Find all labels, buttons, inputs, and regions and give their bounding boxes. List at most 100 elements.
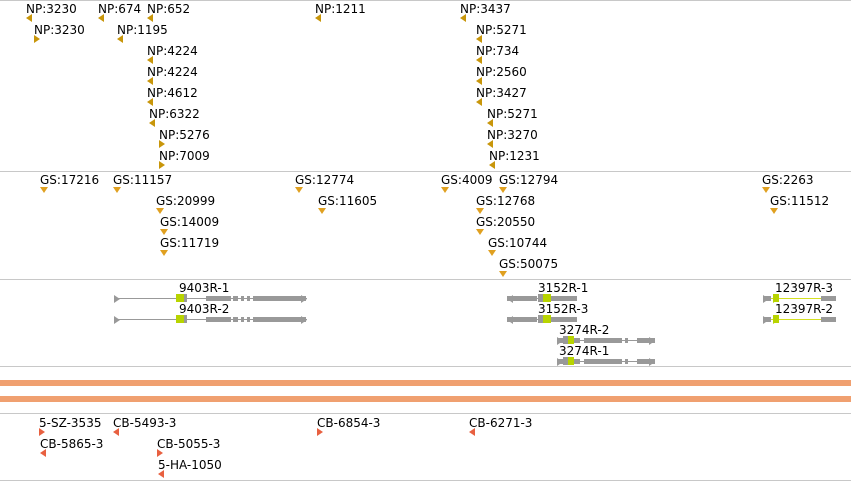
np-label: NP:1231 <box>489 149 540 163</box>
gs-label: GS:4009 <box>441 173 493 187</box>
strand-arrow-icon <box>557 358 563 366</box>
np-marker-icon[interactable] <box>147 14 153 22</box>
np-marker-icon[interactable] <box>147 56 153 64</box>
np-label: NP:5271 <box>476 23 527 37</box>
gene-exon <box>563 336 568 344</box>
np-marker-icon[interactable] <box>147 98 153 106</box>
track-separator <box>0 366 851 367</box>
strand-arrow-icon <box>114 316 120 324</box>
np-marker-icon[interactable] <box>98 14 104 22</box>
np-label: NP:7009 <box>159 149 210 163</box>
cb-marker-icon[interactable] <box>469 428 475 436</box>
np-marker-icon[interactable] <box>315 14 321 22</box>
gs-label: GS:12774 <box>295 173 355 187</box>
gene-exon <box>247 317 250 322</box>
np-marker-icon[interactable] <box>476 56 482 64</box>
gene-exon <box>233 296 238 301</box>
cb-marker-icon[interactable] <box>40 449 46 457</box>
np-marker-icon[interactable] <box>460 14 466 22</box>
np-label: NP:3427 <box>476 86 527 100</box>
cb-marker-icon[interactable] <box>158 470 164 478</box>
gs-label: GS:2263 <box>762 173 814 187</box>
np-label: NP:652 <box>147 2 191 16</box>
gene-exon <box>821 296 836 301</box>
gene-model[interactable] <box>557 335 655 345</box>
np-marker-icon[interactable] <box>34 35 40 43</box>
cb-marker-icon[interactable] <box>317 428 323 436</box>
np-label: NP:5276 <box>159 128 210 142</box>
np-marker-icon[interactable] <box>487 140 493 148</box>
gs-label: GS:12768 <box>476 194 536 208</box>
gs-label: GS:14009 <box>160 215 220 229</box>
np-marker-icon[interactable] <box>159 161 165 169</box>
cb-marker-icon[interactable] <box>113 428 119 436</box>
gene-exon <box>551 296 577 301</box>
gs-marker-icon[interactable] <box>318 208 326 214</box>
gs-marker-icon[interactable] <box>441 187 449 193</box>
cb-label: CB-5055-3 <box>157 437 221 451</box>
gene-exon <box>538 315 543 323</box>
np-marker-icon[interactable] <box>117 35 123 43</box>
gene-exon <box>637 338 655 343</box>
cb-marker-icon[interactable] <box>157 449 163 457</box>
np-label: NP:2560 <box>476 65 527 79</box>
gene-exon <box>574 359 580 364</box>
gs-marker-icon[interactable] <box>295 187 303 193</box>
np-marker-icon[interactable] <box>487 119 493 127</box>
gene-model[interactable] <box>114 293 307 303</box>
gs-marker-icon[interactable] <box>762 187 770 193</box>
gene-exon <box>538 294 543 302</box>
gene-exon <box>206 317 231 322</box>
gene-exon <box>637 359 655 364</box>
strand-arrow-icon <box>507 316 513 324</box>
np-marker-icon[interactable] <box>147 77 153 85</box>
gene-exon <box>241 317 244 322</box>
np-marker-icon[interactable] <box>476 98 482 106</box>
gene-exon <box>233 317 238 322</box>
gs-marker-icon[interactable] <box>113 187 121 193</box>
strand-arrow-icon <box>649 337 655 345</box>
gene-exon <box>568 357 574 365</box>
gene-exon <box>584 338 622 343</box>
strand-arrow-icon <box>507 295 513 303</box>
cb-marker-icon[interactable] <box>39 428 45 436</box>
gs-label: GS:11605 <box>318 194 378 208</box>
gene-label: 9403R-1 <box>179 281 230 295</box>
gene-model[interactable] <box>507 314 577 324</box>
np-marker-icon[interactable] <box>489 161 495 169</box>
gs-marker-icon[interactable] <box>160 250 168 256</box>
gene-exon <box>253 317 306 322</box>
gene-intron-line <box>763 298 836 299</box>
gs-marker-icon[interactable] <box>488 250 496 256</box>
gene-model[interactable] <box>507 293 577 303</box>
gene-model[interactable] <box>557 356 655 366</box>
np-marker-icon[interactable] <box>26 14 32 22</box>
gene-exon <box>184 315 187 323</box>
gs-marker-icon[interactable] <box>499 187 507 193</box>
gene-exon <box>184 294 187 302</box>
gs-marker-icon[interactable] <box>160 229 168 235</box>
gs-marker-icon[interactable] <box>770 208 778 214</box>
np-label: NP:734 <box>476 44 520 58</box>
strand-arrow-icon <box>301 295 307 303</box>
gene-model[interactable] <box>763 314 836 324</box>
np-marker-icon[interactable] <box>476 77 482 85</box>
gs-marker-icon[interactable] <box>156 208 164 214</box>
gs-label: GS:17216 <box>40 173 100 187</box>
np-marker-icon[interactable] <box>476 35 482 43</box>
gs-marker-icon[interactable] <box>499 271 507 277</box>
gs-marker-icon[interactable] <box>476 208 484 214</box>
gs-label: GS:11512 <box>770 194 830 208</box>
np-label: NP:1211 <box>315 2 366 16</box>
np-marker-icon[interactable] <box>149 119 155 127</box>
gs-marker-icon[interactable] <box>40 187 48 193</box>
cb-label: CB-6271-3 <box>469 416 533 430</box>
gene-model[interactable] <box>763 293 836 303</box>
np-label: NP:3437 <box>460 2 511 16</box>
coverage-band <box>0 396 851 402</box>
np-marker-icon[interactable] <box>159 140 165 148</box>
gs-marker-icon[interactable] <box>476 229 484 235</box>
np-label: NP:4612 <box>147 86 198 100</box>
gene-model[interactable] <box>114 314 307 324</box>
